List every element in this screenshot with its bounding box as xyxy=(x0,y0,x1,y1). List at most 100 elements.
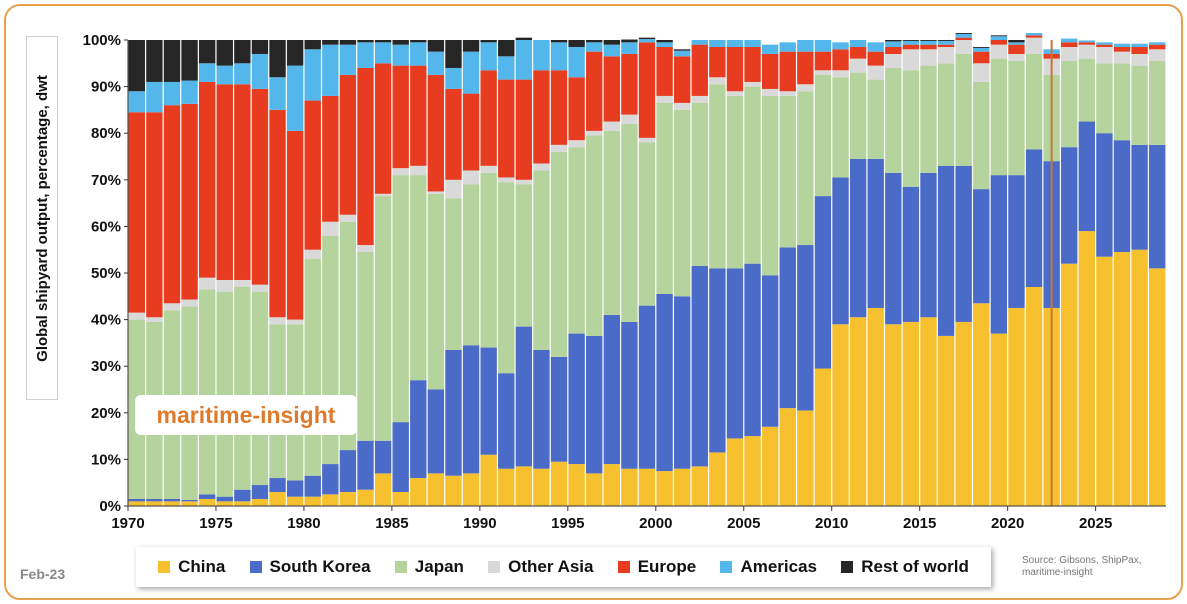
bar-europe-2015 xyxy=(920,44,937,50)
bar-china-2002 xyxy=(691,466,708,506)
bar-south-korea-1987 xyxy=(427,389,445,474)
bar-other-asia-2008 xyxy=(797,84,814,92)
bar-south-korea-2013 xyxy=(885,172,902,325)
bar-americas-2013 xyxy=(885,41,902,47)
bar-other-asia-1990 xyxy=(480,165,497,173)
bars-group xyxy=(128,33,1166,506)
y-tick-label: 90% xyxy=(91,79,121,96)
bar-japan-1976 xyxy=(234,286,251,490)
bar-other-asia-1993 xyxy=(533,163,550,171)
bar-other-asia-1996 xyxy=(586,130,603,136)
bar-rest-of-world-1984 xyxy=(374,40,392,43)
bar-japan-1993 xyxy=(533,170,550,350)
bar-other-asia-2015 xyxy=(920,49,937,66)
bar-other-asia-2006 xyxy=(761,88,779,96)
bar-americas-1981 xyxy=(322,44,339,96)
bar-south-korea-1996 xyxy=(586,335,603,474)
bar-europe-2016 xyxy=(937,44,955,47)
bar-japan-2012 xyxy=(867,79,884,159)
bar-china-1984 xyxy=(374,473,392,506)
bar-other-asia-2001 xyxy=(673,102,691,110)
bar-rest-of-world-1972 xyxy=(163,40,181,82)
bar-europe-1988 xyxy=(445,88,462,180)
bar-americas-1973 xyxy=(181,80,198,104)
bar-south-korea-2021 xyxy=(1025,149,1043,287)
bar-other-asia-1988 xyxy=(445,179,462,199)
bar-europe-1998 xyxy=(621,53,638,115)
bar-china-1991 xyxy=(498,468,515,506)
bar-rest-of-world-2001 xyxy=(673,49,691,51)
bar-japan-2020 xyxy=(1008,60,1025,176)
bar-europe-1996 xyxy=(586,51,603,131)
bar-japan-2002 xyxy=(691,102,708,267)
bar-europe-2020 xyxy=(1008,44,1025,54)
bar-china-2015 xyxy=(920,317,937,506)
bar-japan-1980 xyxy=(304,259,321,476)
bar-japan-1987 xyxy=(427,193,445,390)
legend-item-south-korea: South Korea xyxy=(249,557,371,577)
bar-rest-of-world-1991 xyxy=(498,40,515,57)
source-note: Source: Gibsons, ShipPax, maritime-insig… xyxy=(1022,555,1172,579)
bar-other-asia-2012 xyxy=(867,65,884,80)
bar-japan-1984 xyxy=(374,196,392,441)
bar-south-korea-1997 xyxy=(603,314,621,465)
bar-other-asia-1972 xyxy=(163,303,181,311)
bar-rest-of-world-1997 xyxy=(603,40,621,45)
bar-japan-2000 xyxy=(656,102,673,294)
bar-south-korea-1999 xyxy=(638,305,656,469)
bar-europe-2027 xyxy=(1131,46,1148,54)
bar-other-asia-1994 xyxy=(550,144,568,152)
bar-china-1977 xyxy=(251,499,269,506)
bar-japan-1986 xyxy=(410,175,427,381)
bar-americas-2005 xyxy=(744,40,761,47)
bar-south-korea-2004 xyxy=(726,268,744,439)
bar-china-1996 xyxy=(586,473,603,506)
y-tick-label: 50% xyxy=(91,265,121,282)
source-line-1: Source: Gibsons, ShipPax, xyxy=(1022,555,1142,566)
legend-swatch-other-asia xyxy=(488,561,501,573)
bar-japan-1995 xyxy=(568,147,585,334)
bar-americas-1997 xyxy=(603,44,621,57)
bar-europe-1977 xyxy=(251,88,269,285)
bar-other-asia-2021 xyxy=(1025,37,1043,54)
bar-south-korea-2008 xyxy=(797,245,814,411)
bar-americas-2024 xyxy=(1078,40,1096,43)
x-tick-label: 1975 xyxy=(199,515,232,532)
bar-china-1989 xyxy=(462,473,480,506)
bar-japan-1977 xyxy=(251,291,269,486)
bar-south-korea-2028 xyxy=(1149,144,1166,269)
bar-rest-of-world-2014 xyxy=(902,40,920,41)
bar-japan-1991 xyxy=(498,182,515,374)
bar-rest-of-world-1994 xyxy=(550,40,568,43)
bar-china-2008 xyxy=(797,410,814,506)
bar-south-korea-1980 xyxy=(304,475,321,497)
bar-americas-1996 xyxy=(586,42,603,52)
bar-americas-1984 xyxy=(374,42,392,64)
bar-europe-2001 xyxy=(673,56,691,103)
bar-japan-2001 xyxy=(673,109,691,297)
bar-south-korea-1993 xyxy=(533,349,550,469)
bar-china-1986 xyxy=(410,478,427,506)
bar-americas-2019 xyxy=(990,36,1008,40)
bar-south-korea-2026 xyxy=(1113,140,1131,253)
bar-south-korea-2006 xyxy=(761,275,779,427)
bar-rest-of-world-1995 xyxy=(568,40,585,47)
x-tick-label: 1990 xyxy=(463,515,496,532)
bar-rest-of-world-1998 xyxy=(621,39,638,43)
bar-europe-1990 xyxy=(480,70,497,166)
bar-other-asia-2014 xyxy=(902,49,920,71)
x-tick-label: 1995 xyxy=(551,515,584,532)
bar-europe-1981 xyxy=(322,95,339,222)
bar-rest-of-world-1980 xyxy=(304,40,321,50)
bar-europe-1999 xyxy=(638,42,656,138)
bar-americas-2003 xyxy=(709,40,726,47)
bar-japan-1983 xyxy=(357,252,374,441)
y-axis-label-box: Global shipyard output, percentage, dwt xyxy=(26,36,58,400)
bar-rest-of-world-1992 xyxy=(515,37,533,40)
bar-americas-1985 xyxy=(392,44,409,66)
bar-japan-1982 xyxy=(339,221,357,451)
bar-europe-2019 xyxy=(990,40,1008,45)
bar-rest-of-world-1983 xyxy=(357,40,374,43)
bar-europe-1974 xyxy=(198,81,216,278)
bar-china-1997 xyxy=(603,464,621,506)
